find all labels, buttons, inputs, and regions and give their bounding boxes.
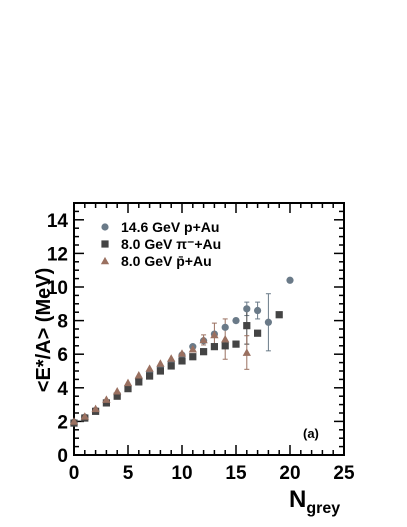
- data-point-triangle: [123, 378, 133, 387]
- data-point-triangle: [221, 334, 230, 343]
- data-point-square: [243, 322, 251, 330]
- data-point-triangle: [80, 412, 89, 420]
- x-tick-label: 5: [123, 463, 134, 484]
- data-point-square: [102, 399, 110, 407]
- data-point-triangle: [91, 404, 100, 413]
- data-point-triangle: [134, 371, 143, 379]
- axis-tick-labels: 0 5 10 15 20 25 0 2 4 6 8 10 12 14: [47, 211, 355, 484]
- data-point-circle: [243, 305, 251, 313]
- y-tick-label: 6: [57, 345, 68, 366]
- y-tick-label: 4: [57, 379, 68, 400]
- x-axis-label-main: N: [289, 486, 306, 513]
- data-point-square: [254, 329, 262, 337]
- data-point-triangle: [242, 348, 251, 356]
- data-point-circle: [254, 306, 262, 315]
- legend-marker-triangle: [100, 256, 110, 265]
- y-tick-label: 14: [47, 211, 69, 232]
- x-tick-label: 15: [225, 463, 247, 484]
- data-point-triangle: [113, 387, 122, 395]
- data-point-square: [200, 348, 208, 356]
- x-axis-label: Ngrey: [289, 486, 340, 517]
- data-point-square: [275, 311, 283, 319]
- data-point-square: [189, 353, 197, 361]
- legend-marker-square: [101, 240, 109, 248]
- panel-label: (a): [303, 426, 319, 441]
- legend-entry: 8.0 GeV p̄+Au: [121, 253, 212, 269]
- y-tick-label: 8: [57, 312, 68, 333]
- data-point-triangle: [177, 349, 187, 357]
- data-point-square: [146, 372, 154, 380]
- data-point-circle: [232, 317, 240, 325]
- x-tick-label: 0: [69, 463, 80, 484]
- data-point-circle: [264, 318, 272, 326]
- legend-entry: 14.6 GeV p+Au: [121, 219, 219, 235]
- data-point-triangle: [167, 354, 176, 362]
- x-tick-label: 20: [279, 463, 300, 484]
- x-tick-label: 10: [171, 463, 192, 484]
- data-point-circle: [221, 323, 229, 331]
- data-point-triangle: [199, 335, 208, 344]
- y-tick-label: 10: [47, 278, 68, 299]
- x-axis-label-subscript: grey: [306, 500, 340, 517]
- data-point-triangle: [210, 330, 219, 339]
- legend: 14.6 GeV p+Au8.0 GeV π⁻+Au8.0 GeV p̄+Au: [100, 219, 221, 269]
- data-point-square: [113, 392, 121, 400]
- axis-ticks: [73, 202, 345, 456]
- data-markers: [69, 276, 294, 427]
- data-point-triangle: [69, 417, 79, 425]
- data-point-square: [135, 378, 143, 386]
- legend-marker-circle: [101, 223, 109, 231]
- y-tick-label: 0: [57, 446, 68, 467]
- data-point-triangle: [156, 359, 165, 367]
- data-point-square: [221, 342, 229, 350]
- data-point-square: [124, 385, 132, 393]
- data-point-circle: [286, 276, 294, 284]
- legend-entry: 8.0 GeV π⁻+Au: [121, 236, 221, 252]
- y-tick-label: 12: [47, 244, 68, 265]
- data-point-triangle: [145, 364, 154, 372]
- data-point-triangle: [102, 395, 111, 403]
- data-point-triangle: [188, 345, 197, 353]
- x-tick-label: 25: [333, 463, 355, 484]
- y-axis-label: <E*/A> (MeV): [33, 268, 55, 392]
- data-point-square: [178, 357, 186, 365]
- data-point-square: [210, 343, 218, 351]
- y-tick-label: 2: [57, 412, 68, 433]
- data-point-square: [232, 340, 240, 348]
- data-point-square: [167, 362, 175, 370]
- data-point-square: [156, 367, 164, 375]
